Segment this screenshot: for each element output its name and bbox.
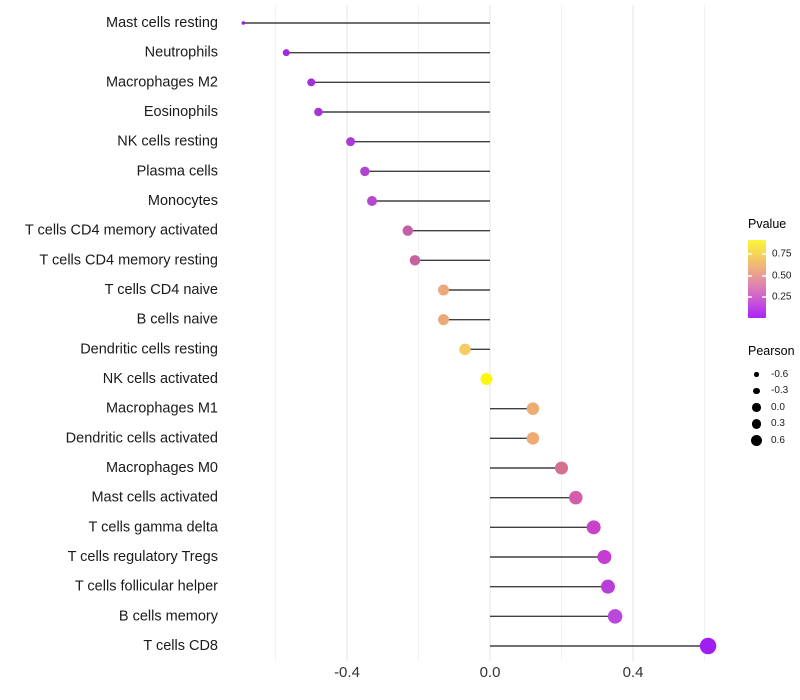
data-point bbox=[402, 225, 414, 236]
data-point bbox=[459, 343, 471, 356]
data-point bbox=[241, 21, 246, 25]
y-axis-label: T cells follicular helper bbox=[75, 579, 218, 595]
y-axis-label: Macrophages M0 bbox=[106, 460, 218, 476]
y-axis-label: Eosinophils bbox=[144, 104, 218, 120]
y-axis-label: T cells gamma delta bbox=[89, 519, 219, 535]
pearson-size-label: 0.0 bbox=[771, 401, 785, 413]
data-point bbox=[607, 609, 623, 624]
y-axis-label: Neutrophils bbox=[145, 45, 218, 61]
data-point bbox=[600, 579, 615, 594]
pvalue-bar-tick bbox=[748, 274, 752, 277]
data-point bbox=[438, 314, 450, 326]
data-point bbox=[555, 461, 568, 475]
data-point bbox=[597, 550, 612, 565]
pearson-legend-item: 0.0 bbox=[748, 399, 795, 416]
x-tick-label: 0.4 bbox=[623, 664, 644, 681]
pvalue-tick-label: 0.75 bbox=[772, 248, 792, 260]
pearson-legend-item: -0.6 bbox=[748, 366, 795, 383]
pearson-size-dot bbox=[753, 387, 760, 394]
pvalue-bar-tick bbox=[762, 253, 766, 255]
pearson-legend-item: -0.3 bbox=[748, 383, 795, 400]
data-point bbox=[346, 137, 356, 147]
pearson-size-dot bbox=[754, 372, 759, 377]
pearson-legend: Pearson -0.6 -0.3 0.0 0.3 0.6 bbox=[748, 344, 795, 449]
y-axis-label: Macrophages M1 bbox=[106, 401, 218, 417]
y-axis-label: Dendritic cells resting bbox=[80, 341, 218, 357]
data-point bbox=[569, 490, 583, 505]
data-point bbox=[526, 432, 540, 445]
y-axis-label: B cells naive bbox=[137, 312, 218, 328]
pvalue-legend: Pvalue 0.75 0.50 0.25 bbox=[748, 217, 791, 318]
pearson-size-label: -0.6 bbox=[771, 368, 789, 380]
y-axis-label: Mast cells activated bbox=[91, 490, 218, 506]
pvalue-gradient-bar bbox=[748, 240, 766, 318]
y-axis-label: B cells memory bbox=[119, 608, 219, 624]
y-axis-label: T cells CD4 memory resting bbox=[39, 252, 218, 268]
data-point bbox=[282, 49, 290, 57]
pearson-size-label: -0.3 bbox=[771, 385, 789, 397]
pvalue-legend-title: Pvalue bbox=[748, 217, 787, 231]
data-point bbox=[438, 284, 450, 296]
y-axis-label: T cells CD4 naive bbox=[105, 282, 218, 298]
y-axis-label: Monocytes bbox=[148, 193, 218, 209]
data-point bbox=[360, 166, 370, 177]
y-axis-label: NK cells activated bbox=[103, 371, 218, 387]
pearson-legend-item: 0.3 bbox=[748, 416, 795, 433]
pearson-size-label: 0.3 bbox=[771, 418, 785, 430]
y-axis-label: T cells regulatory Tregs bbox=[68, 549, 218, 565]
data-point bbox=[586, 520, 601, 535]
data-point bbox=[367, 196, 378, 207]
data-point bbox=[314, 107, 323, 117]
data-point bbox=[480, 373, 493, 386]
x-tick-label: 0.0 bbox=[480, 664, 501, 681]
data-point bbox=[307, 78, 316, 87]
x-tick-label: -0.4 bbox=[334, 664, 360, 681]
y-axis-label: T cells CD8 bbox=[143, 638, 218, 654]
pvalue-tick-label: 0.50 bbox=[772, 270, 792, 281]
pearson-size-label: 0.6 bbox=[771, 434, 785, 446]
pvalue-tick-label: 0.25 bbox=[772, 291, 792, 303]
pvalue-bar-tick bbox=[762, 296, 766, 298]
data-point bbox=[409, 255, 421, 266]
pvalue-bar-tick bbox=[748, 253, 752, 255]
y-axis-label: Plasma cells bbox=[137, 163, 218, 179]
y-axis-label: Mast cells resting bbox=[106, 15, 218, 31]
pearson-size-dot bbox=[752, 403, 761, 412]
pearson-size-dot bbox=[751, 434, 762, 446]
pearson-size-dot bbox=[751, 419, 762, 429]
data-point bbox=[699, 637, 717, 655]
y-axis-label: Macrophages M2 bbox=[106, 74, 218, 90]
y-axis-label: NK cells resting bbox=[117, 134, 218, 150]
pearson-legend-items: -0.6 -0.3 0.0 0.3 0.6 bbox=[748, 366, 795, 449]
y-axis-label: T cells CD4 memory activated bbox=[25, 223, 218, 239]
pearson-legend-title: Pearson bbox=[748, 344, 795, 358]
pvalue-bar-tick bbox=[762, 274, 766, 277]
pearson-legend-item: 0.6 bbox=[748, 432, 795, 449]
y-axis-label: Dendritic cells activated bbox=[66, 430, 218, 446]
pvalue-bar-tick bbox=[748, 296, 752, 298]
data-point bbox=[526, 402, 540, 415]
